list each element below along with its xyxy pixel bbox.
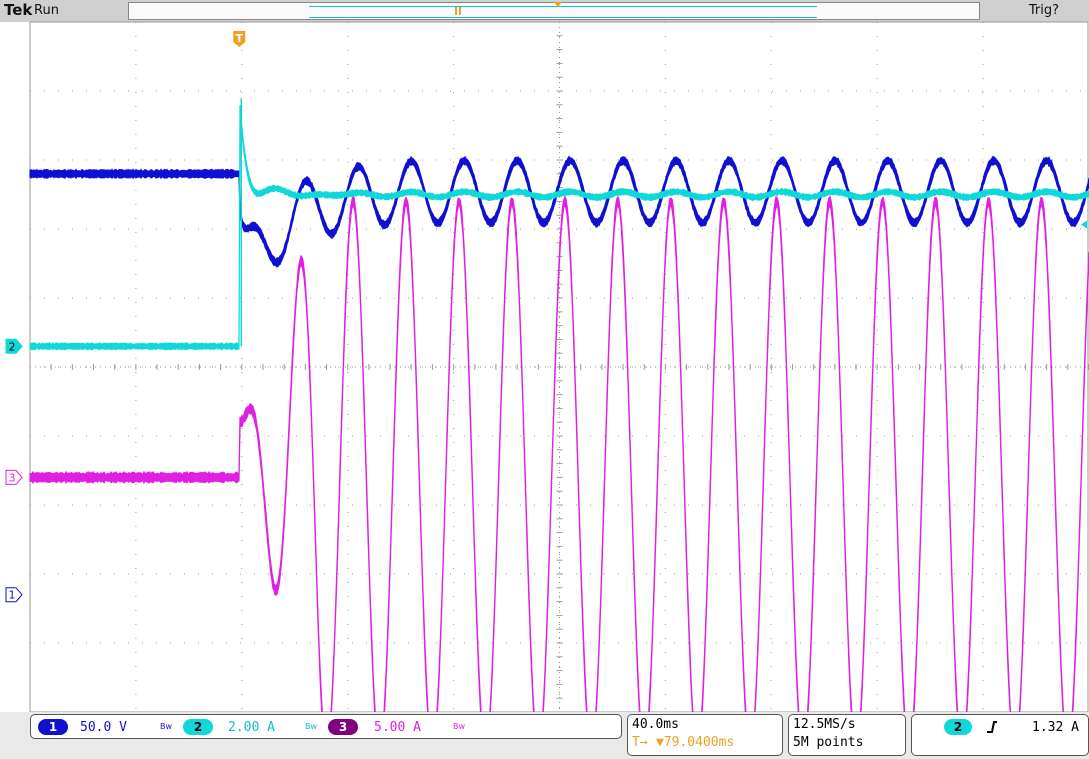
record-view-bar[interactable] [128, 2, 980, 20]
trigger-offset-icon: T→ [632, 735, 648, 750]
trigger-readout-box[interactable] [911, 714, 1089, 756]
rising-edge-icon [987, 721, 997, 733]
trigger-position-readout: ▼79.0400ms [656, 735, 735, 750]
channel-readout-box [30, 714, 622, 739]
channel-3-ground-marker: 3 [5, 469, 23, 485]
marker-label: 3 [9, 471, 16, 484]
channel-3-number: 3 [338, 720, 348, 734]
channel-2-indicator[interactable]: 2 [183, 719, 213, 735]
trigger-position-marker [455, 7, 461, 15]
channel-1-indicator[interactable]: 1 [38, 719, 68, 735]
trigger-level: 1.32 A [1032, 720, 1079, 735]
channel-2-number: 2 [193, 720, 203, 734]
waveform-traces [29, 98, 1089, 712]
marker-shape [5, 338, 23, 354]
trigger-source-indicator: 2 [944, 719, 972, 735]
expansion-point-marker [554, 2, 562, 7]
timebase-scale: 40.0ms [632, 717, 679, 732]
record-window [309, 6, 817, 18]
brand-label: Tek [4, 1, 33, 19]
marker-label: 1 [9, 589, 16, 602]
timebase-readout-box[interactable] [627, 714, 783, 756]
channel-markers: T 2 3 1 [5, 31, 1087, 603]
graticule-grid [29, 21, 1089, 712]
top-status-bar: Tek Run Trig? [0, 0, 1089, 22]
channel-3-scale: 5.00 A [374, 720, 421, 735]
waveform-display[interactable]: T 2 3 1 [0, 0, 1089, 712]
channel-3-indicator[interactable]: 3 [328, 719, 358, 735]
channel-1-scale: 50.0 V [80, 720, 127, 735]
trigger-status: Trig? [1028, 3, 1059, 18]
channel-1-number: 1 [48, 720, 58, 734]
bottom-readout-bar: 1 50.0 V Bw 2 2.00 A Bw 3 5.00 A Bw 40.0… [0, 712, 1089, 759]
channel-1-ground-marker: 1 [5, 587, 23, 603]
record-length: 5M points [793, 735, 864, 750]
marker-shape [5, 469, 23, 485]
marker-label: 2 [9, 340, 16, 353]
channel-2-ground-marker: 2 [5, 338, 23, 354]
marker-shape [5, 587, 23, 603]
trace-channel-1 [29, 155, 1089, 268]
trigger-marker-icon: T [233, 31, 246, 47]
channel-2-scale: 2.00 A [228, 720, 275, 735]
trace-channel-2 [29, 105, 1089, 351]
sample-rate: 12.5MS/s [793, 717, 856, 732]
bandwidth-limit-icon: Bw [305, 722, 318, 731]
bandwidth-limit-icon: Bw [453, 722, 466, 731]
trace-channel-3 [29, 195, 1089, 712]
trigger-marker-shape [233, 31, 246, 47]
trigger-source-number: 2 [953, 720, 963, 734]
acquisition-readout-box[interactable] [788, 714, 906, 756]
acquisition-status: Run [34, 3, 59, 18]
trigger-level-arrow-icon [1081, 220, 1087, 229]
trigger-marker-label: T [236, 32, 244, 45]
bandwidth-limit-icon: Bw [160, 722, 173, 731]
